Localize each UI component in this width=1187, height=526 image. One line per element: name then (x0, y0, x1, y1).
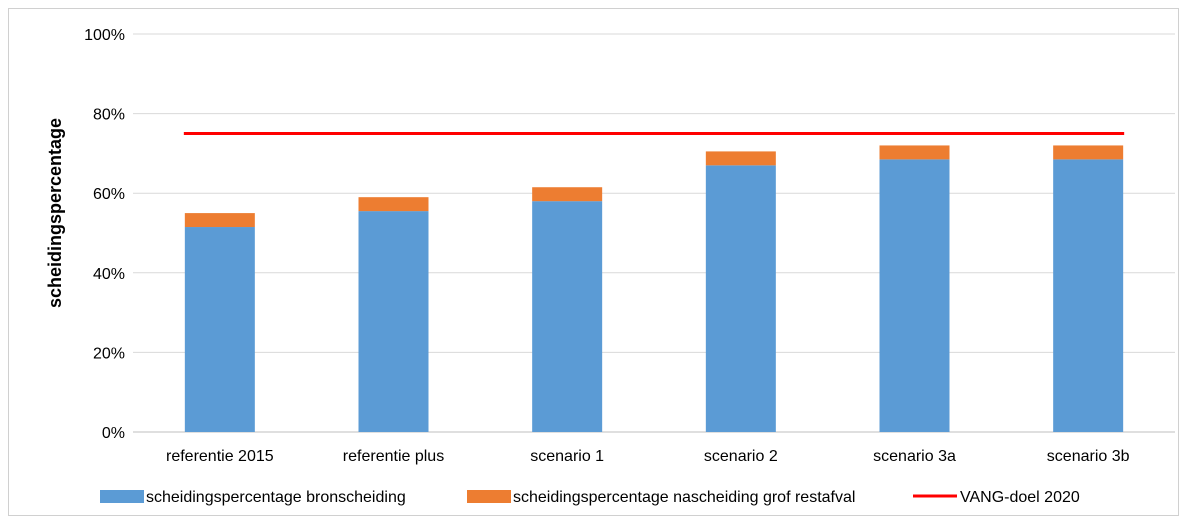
y-tick-label: 20% (93, 345, 125, 362)
y-tick-labels: 0% 20% 40% 60% 80% 100% (84, 27, 125, 442)
bar-nascheiding (184, 213, 255, 228)
chart-frame: 0% 20% 40% 60% 80% 100% scheidingspercentage … (8, 8, 1179, 516)
bar-bronscheiding (705, 165, 776, 432)
y-tick-label: 60% (93, 186, 125, 203)
x-tick-label: scenario 2 (704, 448, 778, 465)
legend: scheidingspercentage bronscheiding scheid… (100, 489, 1080, 506)
y-axis-label: scheidingspercentage (45, 118, 65, 308)
grid-lines (133, 33, 1175, 433)
bar-nascheiding (1053, 145, 1124, 160)
legend-label: scheidingspercentage nascheiding grof re… (513, 489, 855, 506)
bar-nascheiding (705, 151, 776, 166)
legend-label: scheidingspercentage bronscheiding (146, 489, 406, 506)
legend-swatch (100, 490, 144, 503)
y-tick-label: 80% (93, 107, 125, 124)
bars (184, 145, 1124, 432)
bar-nascheiding (532, 187, 603, 202)
x-tick-label: scenario 1 (530, 448, 604, 465)
y-tick-label: 40% (93, 266, 125, 283)
legend-label: VANG-doel 2020 (960, 489, 1080, 506)
x-tick-label: referentie 2015 (166, 448, 274, 465)
bar-bronscheiding (532, 201, 603, 432)
bar-bronscheiding (879, 159, 950, 432)
y-tick-label: 100% (84, 27, 125, 44)
chart: 0% 20% 40% 60% 80% 100% scheidingspercentage … (45, 27, 1175, 506)
bar-nascheiding (879, 145, 950, 160)
bar-nascheiding (358, 197, 429, 212)
bar-bronscheiding (184, 227, 255, 432)
x-tick-labels: referentie 2015 referentie plus scenario 1… (166, 448, 1130, 465)
legend-swatch (467, 490, 511, 503)
y-tick-label: 0% (102, 425, 125, 442)
x-tick-label: referentie plus (343, 448, 444, 465)
bar-bronscheiding (1053, 159, 1124, 432)
x-tick-label: scenario 3b (1047, 448, 1130, 465)
bar-bronscheiding (358, 211, 429, 432)
x-tick-label: scenario 3a (873, 448, 956, 465)
